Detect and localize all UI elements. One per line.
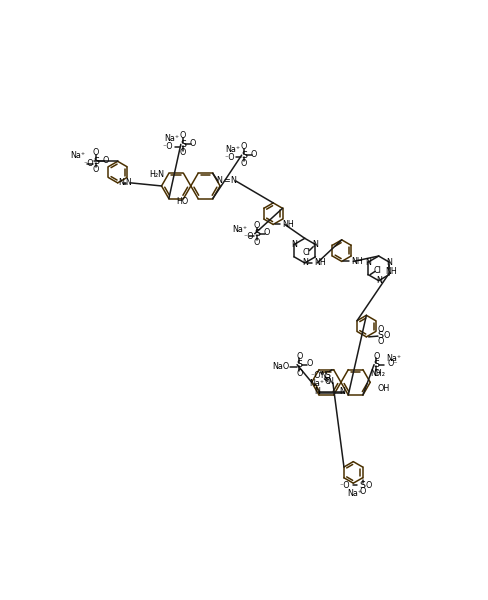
Text: S: S [373,360,379,369]
Text: O: O [254,221,260,230]
Text: O: O [254,238,260,247]
Text: O: O [325,377,331,386]
Text: O: O [306,359,313,368]
Text: O: O [190,139,196,148]
Text: HO: HO [176,197,188,206]
Text: NH: NH [314,259,326,268]
Text: O: O [377,337,384,346]
Text: S: S [180,140,186,149]
Text: O: O [383,331,389,340]
Text: NH: NH [283,220,294,229]
Text: O: O [180,148,186,157]
Text: O: O [366,481,372,490]
Text: NaO: NaO [272,362,289,371]
Text: S: S [241,151,247,160]
Text: N: N [291,240,297,249]
Text: S: S [377,331,383,340]
Text: Na⁺: Na⁺ [164,134,179,143]
Text: O: O [241,159,247,168]
Text: Cl: Cl [373,266,381,275]
Text: N: N [302,259,308,268]
Text: Na⁺: Na⁺ [386,354,401,363]
Text: O: O [241,142,247,151]
Text: N: N [321,371,326,380]
Text: ⁻O: ⁻O [163,142,173,151]
Text: N: N [386,257,392,266]
Text: OH: OH [378,384,390,393]
Text: S: S [325,371,330,380]
Text: N: N [365,257,371,266]
Text: Na⁺: Na⁺ [70,151,85,160]
Text: Na⁺: Na⁺ [309,379,324,388]
Text: O: O [251,150,257,159]
Text: O: O [373,352,380,361]
Text: NH: NH [351,257,363,266]
Text: NH₂: NH₂ [370,369,386,378]
Text: Na⁺: Na⁺ [225,145,241,154]
Text: S: S [254,229,260,238]
Text: O: O [180,131,186,140]
Text: N: N [312,240,318,249]
Text: O: O [360,487,366,496]
Text: O: O [296,368,303,377]
Text: O: O [93,148,99,157]
Text: Cl: Cl [302,248,310,257]
Text: O: O [377,325,384,334]
Text: N: N [376,276,382,285]
Text: ⁻O: ⁻O [311,371,321,380]
Text: N: N [315,386,321,395]
Text: O: O [103,156,109,165]
Text: H₂N: H₂N [149,170,164,179]
Text: O: O [93,165,99,174]
Text: S: S [93,157,99,166]
Text: N: N [119,178,124,187]
Text: N: N [216,176,222,185]
Text: =: = [223,176,230,185]
Text: ⁻O: ⁻O [83,159,94,168]
Text: N: N [125,178,131,187]
Text: O: O [264,229,270,238]
Text: NH: NH [385,267,397,276]
Text: Na⁺: Na⁺ [232,226,247,235]
Text: ⁻O: ⁻O [224,153,235,162]
Text: N: N [327,377,333,386]
Text: O: O [296,352,303,361]
Text: O: O [373,368,380,377]
Text: S: S [360,481,366,490]
Text: S: S [296,360,303,369]
Text: Na⁺: Na⁺ [347,488,363,497]
Text: N: N [231,176,237,185]
Text: ⁻O: ⁻O [244,232,255,241]
Text: ⁻O: ⁻O [340,481,350,490]
Text: O⁻: O⁻ [387,359,398,368]
Text: N: N [339,386,345,395]
